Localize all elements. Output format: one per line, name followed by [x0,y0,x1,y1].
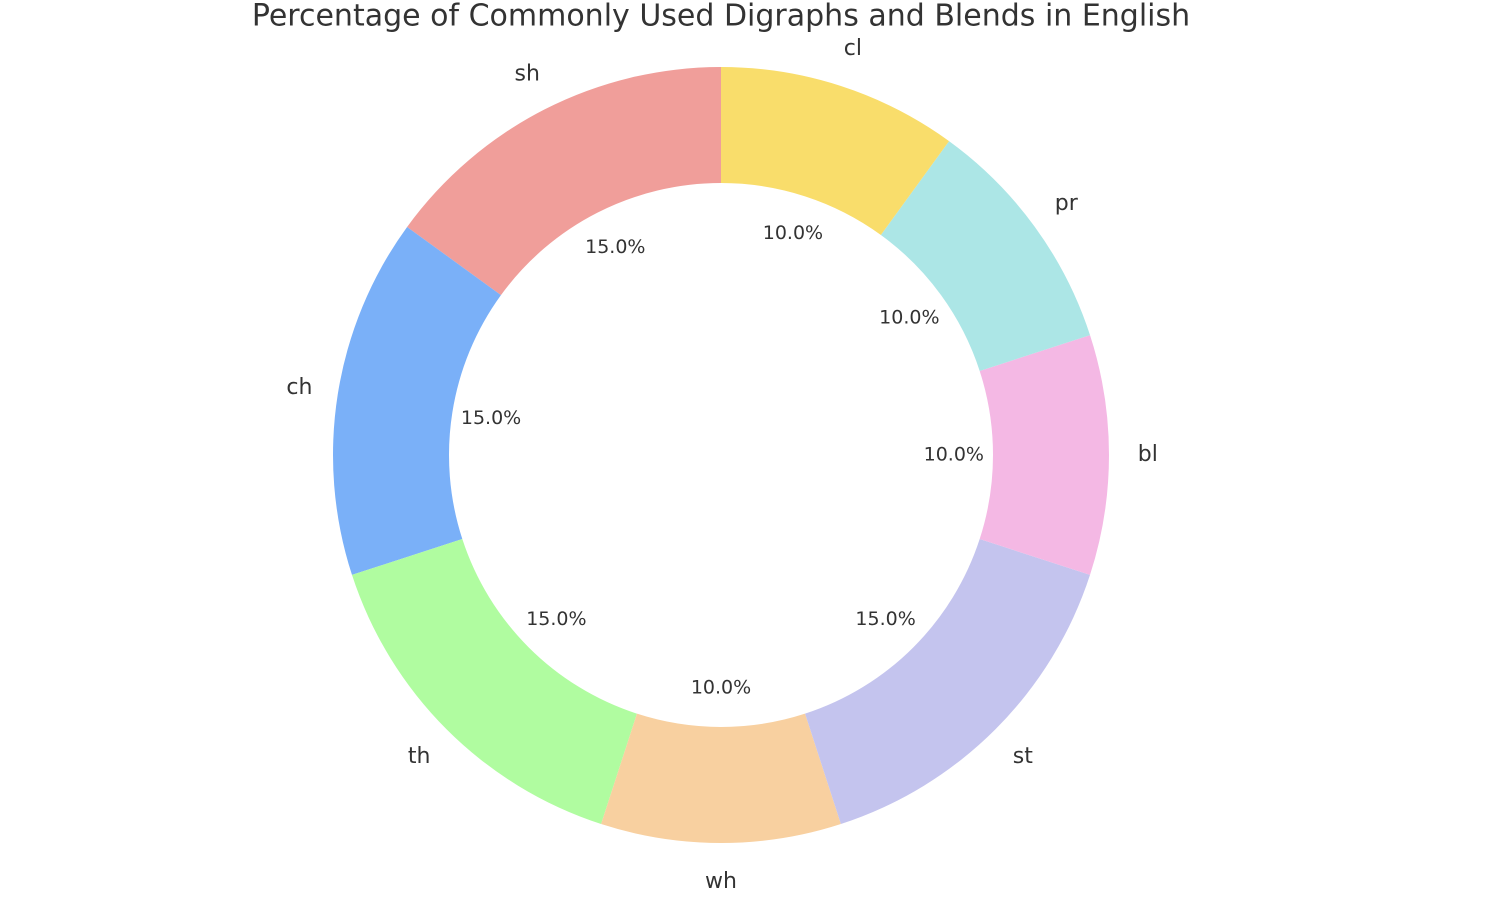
slice-label: pr [1055,191,1079,216]
donut-slice [601,713,841,843]
value-label: 10.0% [691,676,751,698]
donut-slice [721,66,950,235]
donut-slice [351,539,637,825]
slice-label: sh [515,62,540,87]
slice-label: bl [1138,442,1158,467]
chart-title: Percentage of Commonly Used Digraphs and… [252,0,1190,34]
donut-slice [979,335,1109,575]
value-label: 15.0% [585,236,645,258]
value-label: 10.0% [879,307,939,329]
value-label: 10.0% [924,444,984,466]
donut-slice [407,67,721,296]
slice-label: wh [705,869,737,894]
slice-label: th [408,744,431,769]
donut-slice [805,539,1091,825]
donut-slice [333,226,501,575]
slice-label: cl [844,36,862,61]
slice-label: ch [286,375,312,400]
value-label: 15.0% [855,608,915,630]
value-label: 15.0% [526,608,586,630]
slice-label: st [1013,744,1033,769]
donut-slice [880,141,1091,371]
value-label: 10.0% [763,222,823,244]
value-label: 15.0% [461,407,521,429]
